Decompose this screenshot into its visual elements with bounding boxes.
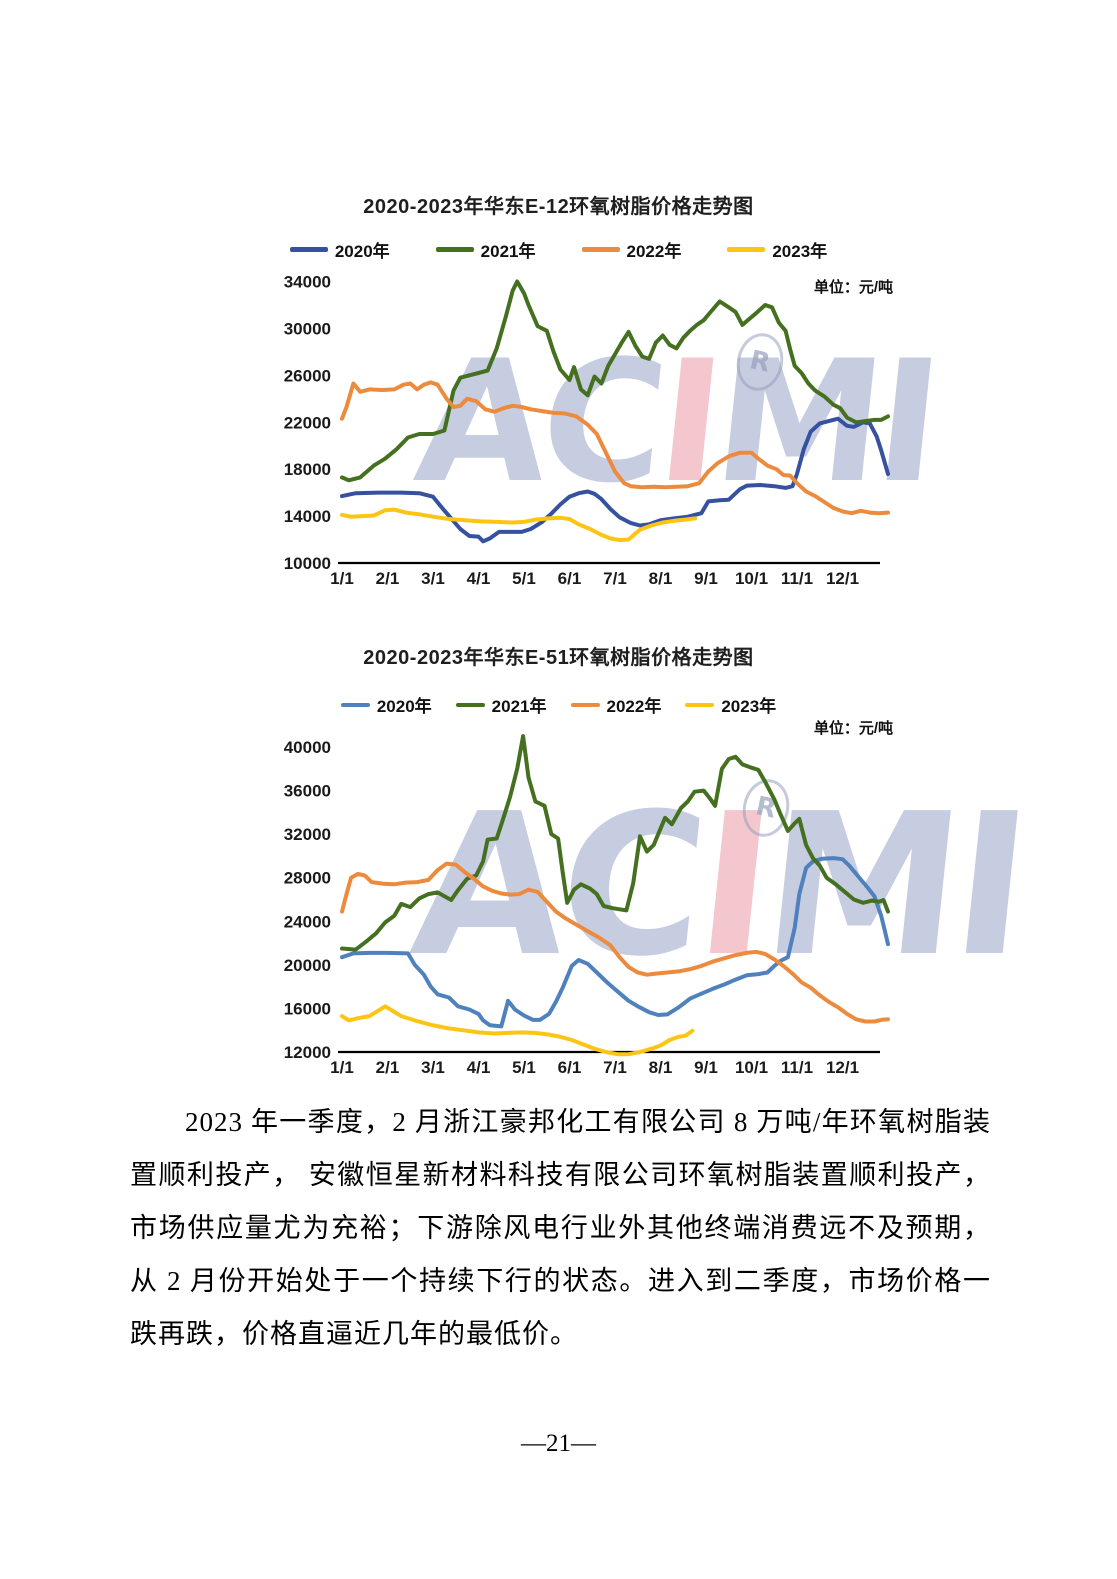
y-tick-label: 10000 [284,554,331,573]
y-tick-label: 36000 [284,782,331,801]
legend-label: 2023年 [721,697,777,716]
legend-item-2020年: 2020年 [340,692,432,717]
x-tick-label: 4/1 [467,569,491,588]
chart2-title: 2020-2023年华东E-51环氧树脂价格走势图 [363,647,754,669]
x-tick-label: 6/1 [558,1058,582,1077]
x-tick-label: 7/1 [603,569,627,588]
legend-swatch [570,702,600,707]
y-tick-label: 12000 [284,1043,331,1062]
legend-item-2022年: 2022年 [570,692,662,717]
y-tick-label: 32000 [284,825,331,844]
legend-label: 2021年 [480,242,536,261]
chart2-unit-label: 单位：元/吨 [813,720,893,737]
chart1-title: 2020-2023年华东E-12环氧树脂价格走势图 [363,196,754,218]
x-tick-label: 9/1 [694,569,718,588]
body-paragraph: 2023 年一季度，2 月浙江豪邦化工有限公司 8 万吨/年环氧树脂装置顺利投产… [130,1107,991,1349]
x-tick-label: 9/1 [694,1058,718,1077]
series-line-2021年 [340,734,890,952]
series-line-2022年 [340,861,890,1024]
x-tick-label: 5/1 [512,1058,536,1077]
legend-label: 2021年 [491,697,547,716]
x-tick-label: 11/1 [781,569,813,588]
x-tick-label: 11/1 [781,1058,813,1077]
x-tick-label: 8/1 [649,569,673,588]
legend-label: 2020年 [334,242,390,261]
legend-item-2022年: 2022年 [581,237,682,262]
legend-label: 2023年 [772,242,828,261]
e51-price-line-chart: 12000 16000 20000 24000 28000 32000 36000 40000… [284,734,890,1077]
x-tick-label: 4/1 [467,1058,491,1077]
chart1-unit-label: 单位：元/吨 [813,279,893,296]
x-tick-label: 1/1 [330,1058,354,1077]
x-tick-label: 1/1 [330,569,354,588]
chart2-legend: 2020年 2021年 2022年 2023年 [0,692,1117,717]
y-tick-label: 14000 [284,507,331,526]
y-tick-label: 20000 [284,956,331,975]
legend-item-2021年: 2021年 [455,692,547,717]
y-tick-label: 22000 [284,413,331,432]
watermark-letter: I [942,772,1034,1000]
legend-swatch [435,247,474,252]
legend-swatch [340,702,370,707]
legend-label: 2022年 [606,697,662,716]
series-line-2020年 [340,416,890,544]
x-tick-label: 10/1 [735,569,768,588]
x-tick-label: 2/1 [376,569,400,588]
legend-swatch [455,702,485,707]
x-tick-label: 6/1 [558,569,582,588]
legend-label: 2022年 [626,242,682,261]
x-tick-label: 8/1 [649,1058,673,1077]
y-tick-label: 34000 [284,273,331,292]
y-tick-label: 30000 [284,319,331,338]
legend-item-2021年: 2021年 [435,237,536,262]
x-tick-label: 7/1 [603,1058,627,1077]
x-tick-label: 5/1 [512,569,536,588]
legend-swatch [727,247,766,252]
x-tick-label: 3/1 [421,569,445,588]
legend-item-2020年: 2020年 [289,237,390,262]
page-number: —21— [521,1430,596,1457]
legend-item-2023年: 2023年 [685,692,776,717]
legend-swatch [289,247,328,252]
y-tick-label: 26000 [284,366,331,385]
series-line-2021年 [340,279,890,483]
y-tick-label: 40000 [284,738,331,757]
e12-price-line-chart: 10000 14000 18000 22000 26000 30000 34000 1/1 2/… [284,273,890,588]
series-line-2023年 [340,507,698,543]
y-tick-label: 18000 [284,460,331,479]
legend-swatch [685,702,715,707]
series-line-2023年 [340,1004,695,1057]
x-tick-label: 2/1 [376,1058,400,1077]
series-line-2020年 [340,856,890,1029]
series-line-2022年 [340,380,890,516]
x-tick-label: 3/1 [421,1058,445,1077]
legend-label: 2020年 [376,697,432,716]
x-tick-label: 12/1 [826,1058,859,1077]
y-tick-label: 24000 [284,912,331,931]
legend-swatch [581,247,620,252]
chart1-legend: 2020年 2021年 2022年 2023年 [0,237,1117,262]
y-tick-label: 16000 [284,999,331,1018]
x-tick-label: 10/1 [735,1058,768,1077]
y-tick-label: 28000 [284,869,331,888]
legend-item-2023年: 2023年 [727,237,827,262]
x-tick-label: 12/1 [826,569,859,588]
